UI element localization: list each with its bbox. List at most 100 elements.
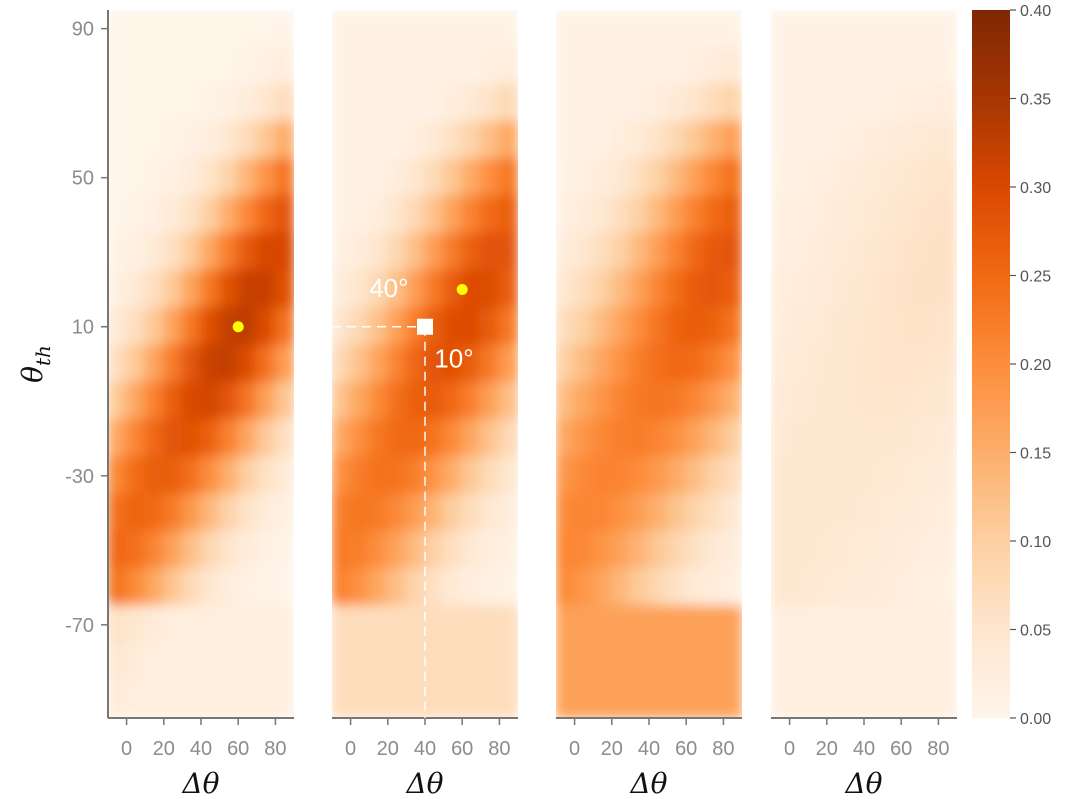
heatmap-cell — [424, 307, 445, 347]
heatmap-cell — [255, 46, 277, 86]
x-axis-label: Δθ — [181, 767, 219, 799]
heatmap-cell — [629, 120, 650, 161]
heatmap-cell — [108, 158, 128, 198]
heatmap-cell — [722, 232, 742, 272]
colorbar-tick-label: 0.20 — [1020, 357, 1051, 374]
heatmap-cell — [703, 269, 725, 310]
heatmap-cell — [332, 381, 352, 421]
heatmap-cell — [498, 456, 518, 496]
heatmap-cell — [666, 344, 688, 384]
heatmap-cell — [771, 232, 791, 272]
heatmap-cell — [144, 46, 165, 86]
x-tick-label: 60 — [675, 738, 697, 760]
heatmap-cell — [722, 642, 742, 682]
heatmap-cell — [181, 158, 202, 198]
heatmap-cell — [108, 493, 128, 533]
heatmap-cell — [592, 195, 613, 235]
heatmap-cell — [461, 46, 482, 86]
heatmap-cell — [807, 456, 828, 496]
heatmap-cell — [405, 46, 426, 86]
heatmap-cell — [479, 195, 501, 235]
heatmap-cell — [442, 269, 464, 310]
heatmap-cell — [255, 269, 277, 310]
heatmap-cell — [144, 530, 165, 570]
heatmap-cell — [274, 269, 294, 310]
heatmap-cell — [771, 381, 791, 421]
heatmap-cell — [863, 642, 884, 682]
heatmap-cell — [144, 232, 165, 272]
heatmap-cell — [648, 83, 669, 123]
heatmap-cell — [368, 269, 389, 310]
heatmap-cell — [237, 567, 258, 608]
heatmap-cell — [405, 567, 426, 608]
heatmap-cell — [807, 381, 828, 421]
heatmap-cell — [900, 307, 921, 347]
heatmap-cell — [844, 307, 865, 347]
heatmap-cell — [424, 120, 445, 161]
heatmap-cell — [900, 456, 921, 496]
heatmap-cell — [844, 642, 865, 682]
heatmap-cell — [666, 10, 688, 49]
heatmap-cell — [405, 269, 426, 310]
heatmap-cell — [556, 120, 576, 161]
heatmap-cell — [332, 46, 352, 86]
heatmap-cell — [332, 307, 352, 347]
heatmap-cell — [200, 307, 221, 347]
heatmap-cell — [918, 10, 940, 49]
heatmap-cell — [900, 195, 921, 235]
heatmap-cell — [900, 567, 921, 608]
heatmap-cell — [666, 46, 688, 86]
heatmap-cell — [648, 232, 669, 272]
heatmap-cell — [900, 642, 921, 682]
colorbar-gradient — [972, 10, 1010, 718]
heatmap-cell — [722, 195, 742, 235]
x-tick-label: 60 — [451, 738, 473, 760]
heatmap-cell — [918, 381, 940, 421]
heatmap-cell — [108, 232, 128, 272]
heatmap-cell — [125, 605, 147, 645]
heatmap-cell — [937, 158, 957, 198]
heatmap-cell — [274, 381, 294, 421]
heatmap-cell — [788, 269, 810, 310]
heatmap-cell — [771, 158, 791, 198]
heatmap-cell — [722, 83, 742, 123]
heatmap-cell — [461, 456, 482, 496]
heatmap-cell — [200, 46, 221, 86]
heatmap-cell — [556, 381, 576, 421]
heatmap-cell — [937, 232, 957, 272]
heatmap-cell — [144, 381, 165, 421]
heatmap-cell — [610, 120, 632, 161]
heatmap-cell — [386, 46, 408, 86]
heatmap-cell — [844, 344, 865, 384]
heatmap-cell — [274, 567, 294, 608]
heatmap-cell — [771, 120, 791, 161]
heatmap-cell — [556, 269, 576, 310]
heatmap-cell — [479, 493, 501, 533]
heatmap-cell — [648, 642, 669, 682]
heatmap-cell — [424, 605, 445, 645]
heatmap-cell — [573, 344, 595, 384]
heatmap-cell — [144, 642, 165, 682]
heatmap-cell — [825, 381, 847, 421]
heatmap-cell — [461, 679, 482, 718]
colorbar-tick-label: 0.25 — [1020, 269, 1051, 286]
heatmap-cell — [807, 679, 828, 718]
heatmap-cell — [844, 46, 865, 86]
heatmap-cell — [629, 307, 650, 347]
heatmap-cell — [844, 120, 865, 161]
heatmap-cell — [442, 344, 464, 384]
heatmap-cell — [556, 83, 576, 123]
heatmap-cell — [498, 605, 518, 645]
heatmap-cell — [144, 158, 165, 198]
heatmap-cell — [610, 195, 632, 235]
heatmap-cell — [424, 493, 445, 533]
heatmap-cell — [442, 381, 464, 421]
heatmap-cell — [918, 195, 940, 235]
heatmap-cell — [937, 679, 957, 718]
heatmap-cell — [442, 567, 464, 608]
heatmap-cell — [592, 158, 613, 198]
heatmap-cell — [479, 530, 501, 570]
heatmap-cell — [349, 567, 371, 608]
heatmap-cell — [685, 456, 706, 496]
